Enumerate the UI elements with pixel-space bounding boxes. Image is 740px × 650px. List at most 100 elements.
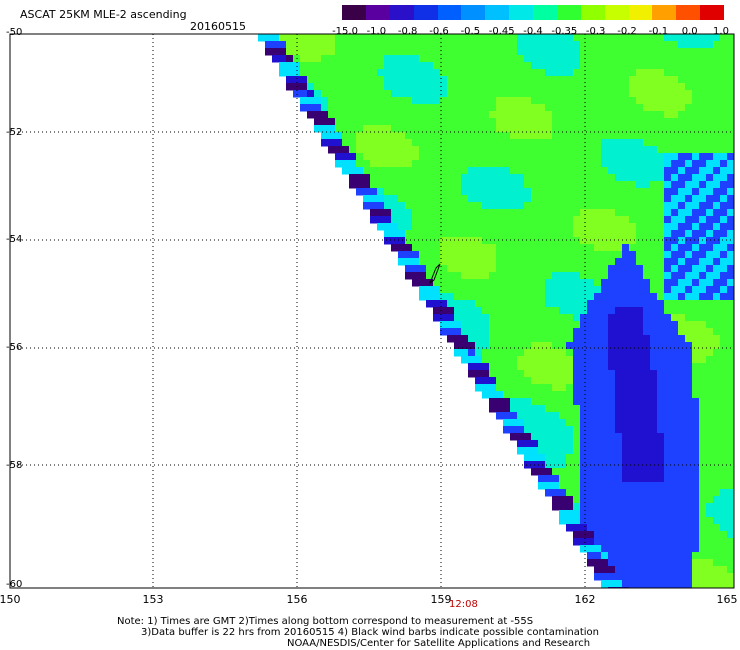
swath-cell <box>531 223 539 231</box>
swath-cell <box>503 132 511 140</box>
swath-cell <box>573 202 581 210</box>
swath-cell <box>685 321 693 329</box>
swath-cell <box>601 69 609 77</box>
swath-cell <box>657 34 665 42</box>
swath-cell <box>706 286 714 294</box>
swath-cell <box>692 482 700 490</box>
swath-cell <box>580 328 588 336</box>
swath-cell <box>727 496 734 504</box>
swath-cell <box>622 286 630 294</box>
swath-cell <box>615 342 623 350</box>
swath-cell <box>608 174 616 182</box>
swath-cell <box>538 160 546 168</box>
swath-cell <box>678 146 686 154</box>
swath-cell <box>671 503 679 511</box>
swath-cell <box>636 48 644 56</box>
swath-cell <box>517 405 525 413</box>
swath-cell <box>692 440 700 448</box>
swath-cell <box>482 237 490 245</box>
swath-cell <box>608 398 616 406</box>
swath-cell <box>412 132 420 140</box>
swath-cell <box>643 419 651 427</box>
swath-cell <box>419 97 427 105</box>
swath-cell <box>706 580 714 588</box>
swath-cell <box>720 510 728 518</box>
swath-cell <box>412 62 420 70</box>
swath-cell <box>314 97 322 105</box>
swath-cell <box>573 48 581 56</box>
swath-cell <box>629 167 637 175</box>
swath-cell <box>601 391 609 399</box>
swath-cell <box>706 426 714 434</box>
swath-cell <box>489 104 497 112</box>
swath-cell <box>580 97 588 105</box>
swath-cell <box>538 174 546 182</box>
swath-cell <box>286 76 294 84</box>
swath-cell <box>447 335 455 343</box>
swath-cell <box>636 62 644 70</box>
swath-cell <box>657 573 665 581</box>
swath-cell <box>440 97 448 105</box>
swath-cell <box>538 258 546 266</box>
swath-cell <box>321 104 329 112</box>
swath-cell <box>706 272 714 280</box>
swath-cell <box>580 209 588 217</box>
swath-cell <box>699 517 707 525</box>
swath-cell <box>524 300 532 308</box>
swath-cell <box>629 41 637 49</box>
swath-cell <box>475 202 483 210</box>
swath-cell <box>370 174 378 182</box>
swath-cell <box>622 531 630 539</box>
swath-cell <box>713 349 721 357</box>
swath-cell <box>496 48 504 56</box>
swath-cell <box>391 55 399 63</box>
swath-cell <box>713 398 721 406</box>
swath-cell <box>629 111 637 119</box>
swath-cell <box>482 90 490 98</box>
swath-cell <box>559 90 567 98</box>
swath-cell <box>685 76 693 84</box>
swath-cell <box>531 398 539 406</box>
swath-cell <box>447 265 455 273</box>
swath-cell <box>629 391 637 399</box>
swath-cell <box>692 307 700 315</box>
swath-cell <box>692 237 700 245</box>
swath-cell <box>531 286 539 294</box>
swath-cell <box>496 405 504 413</box>
swath-cell <box>426 216 434 224</box>
swath-cell <box>608 307 616 315</box>
swath-cell <box>629 188 637 196</box>
swath-cell <box>384 230 392 238</box>
swath-cell <box>636 580 644 588</box>
swath-cell <box>601 307 609 315</box>
swath-cell <box>482 34 490 42</box>
swath-cell <box>510 76 518 84</box>
swath-cell <box>671 216 679 224</box>
swath-cell <box>692 160 700 168</box>
swath-cell <box>692 216 700 224</box>
swath-cell <box>615 244 623 252</box>
swath-cell <box>685 69 693 77</box>
swath-cell <box>629 342 637 350</box>
swath-cell <box>503 118 511 126</box>
swath-cell <box>496 97 504 105</box>
swath-cell <box>608 62 616 70</box>
swath-cell <box>489 321 497 329</box>
swath-cell <box>678 139 686 147</box>
swath-cell <box>685 566 693 574</box>
swath-cell <box>545 384 553 392</box>
swath-cell <box>657 286 665 294</box>
swath-cell <box>692 223 700 231</box>
swath-cell <box>524 83 532 91</box>
swath-cell <box>566 412 574 420</box>
swath-cell <box>496 251 504 259</box>
swath-cell <box>510 412 518 420</box>
swath-cell <box>685 496 693 504</box>
swath-cell <box>608 370 616 378</box>
swath-cell <box>356 41 364 49</box>
swath-cell <box>601 349 609 357</box>
swath-cell <box>440 230 448 238</box>
swath-cell <box>356 132 364 140</box>
swath-cell <box>587 230 595 238</box>
swath-cell <box>517 363 525 371</box>
